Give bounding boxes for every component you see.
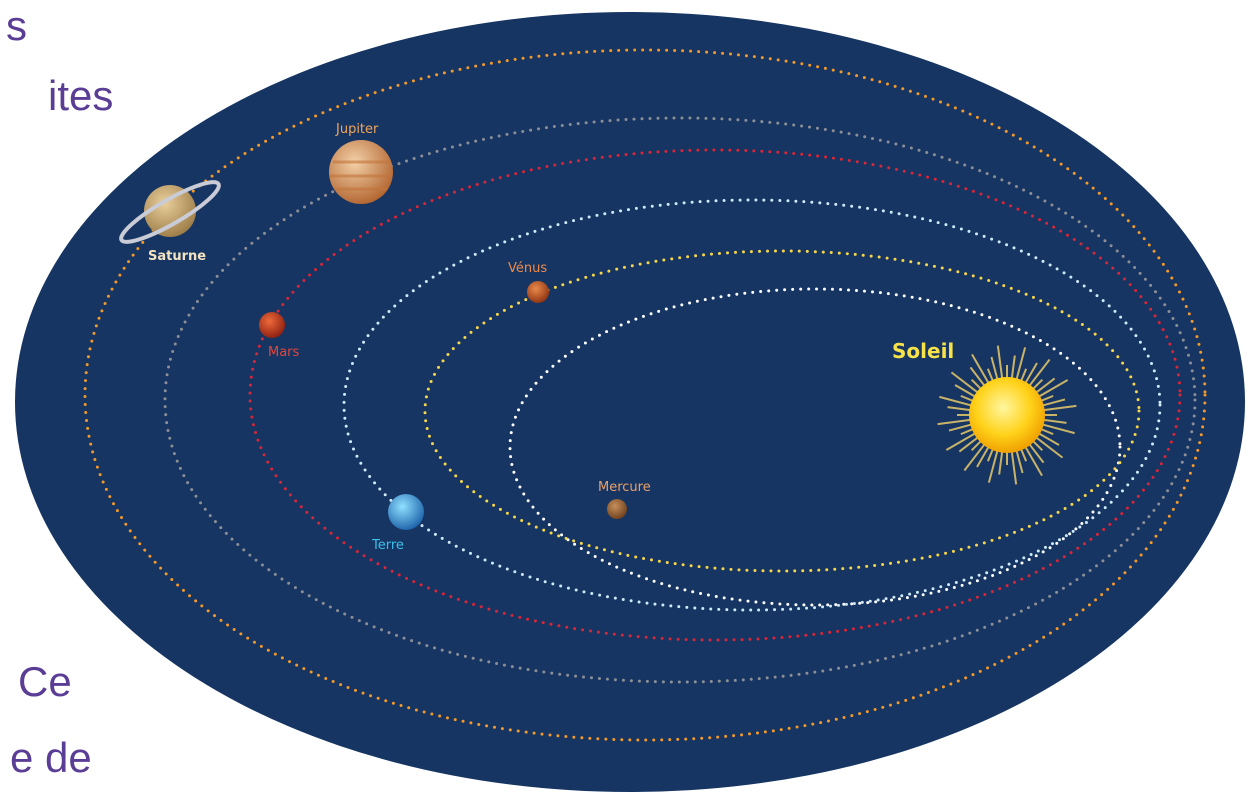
sun-ray: [1015, 347, 1027, 381]
slide-text: s ites Ce e de: [6, 2, 113, 781]
jupiter: [329, 140, 393, 204]
orbit-earth: [342, 198, 1162, 612]
sun-ray: [1010, 355, 1016, 380]
mercury: [607, 499, 627, 519]
sun-ray: [1015, 449, 1024, 474]
sun-ray: [986, 368, 995, 383]
sun-rays: [937, 345, 1077, 485]
sun-ray: [971, 353, 990, 385]
slide-line: Ce: [18, 658, 72, 705]
mars: [259, 312, 285, 338]
slide-line: s: [6, 2, 27, 49]
sun-ray: [976, 445, 990, 468]
jupiter-bands: [330, 160, 392, 191]
sun-ray: [945, 432, 977, 451]
earth: [388, 494, 424, 530]
saturn-ring: [119, 180, 221, 244]
orbit-mars: [248, 148, 1182, 642]
sun-disc: [969, 377, 1045, 453]
planet-label: Mercure: [598, 480, 651, 495]
sun-ray: [950, 371, 980, 394]
sun-ray: [970, 378, 983, 391]
sun-ray: [1028, 358, 1051, 388]
sun-ray: [1024, 362, 1038, 385]
planet-label: Vénus: [508, 261, 547, 276]
planet-label: Saturne: [148, 249, 206, 264]
sun-ray: [969, 366, 986, 388]
sun-ray: [958, 436, 980, 453]
sun-ray: [1037, 379, 1069, 398]
planet-label: Mars: [268, 345, 300, 360]
sun-ray: [1041, 423, 1075, 435]
sun-ray: [960, 394, 975, 403]
sun-ray: [996, 345, 1004, 380]
sun-ray: [960, 427, 975, 436]
sun-ray: [939, 395, 973, 407]
sun-ray: [1031, 439, 1044, 452]
orbit-saturn: [83, 48, 1207, 742]
slide-line: e de: [10, 734, 92, 781]
sun-ray: [1010, 450, 1018, 485]
sun-ray: [1028, 442, 1045, 464]
planet-label: Jupiter: [335, 122, 379, 137]
slide-line: ites: [48, 72, 113, 119]
space-background: [15, 12, 1245, 792]
sun-ray: [1019, 368, 1028, 383]
planets: Mercure Vénus Terre Mars Jupiter Saturne: [119, 122, 651, 553]
sun-ray: [1042, 418, 1067, 424]
saturn: [144, 185, 196, 237]
sun-ray: [1034, 377, 1056, 394]
planet-label: Terre: [371, 538, 404, 553]
sun-ray: [970, 439, 983, 452]
sun: Soleil: [892, 339, 1077, 485]
orbit-venus: [423, 249, 1141, 573]
sun-ray: [963, 442, 986, 472]
sun-ray: [954, 384, 977, 398]
sun-ray: [1042, 404, 1077, 412]
sun-ray: [947, 406, 972, 412]
sun-ray: [937, 418, 972, 426]
venus: [527, 281, 549, 303]
sun-ray: [990, 356, 999, 381]
sun-label: Soleil: [892, 339, 954, 363]
sun-ray: [1037, 432, 1060, 446]
sun-ray: [948, 423, 973, 432]
sun-ray: [1034, 436, 1064, 459]
orbit-jupiter: [163, 116, 1197, 684]
sun-ray: [1041, 398, 1066, 407]
sun-ray: [1024, 445, 1043, 477]
orbits: [83, 48, 1207, 742]
orbit-mercury: [508, 287, 1122, 607]
sun-ray: [1039, 394, 1054, 403]
sun-ray: [986, 447, 995, 462]
sun-ray: [1019, 447, 1028, 462]
sun-ray: [987, 449, 999, 483]
sun-ray: [1031, 378, 1044, 391]
sun-ray: [998, 450, 1004, 475]
sun-ray: [1039, 427, 1054, 436]
